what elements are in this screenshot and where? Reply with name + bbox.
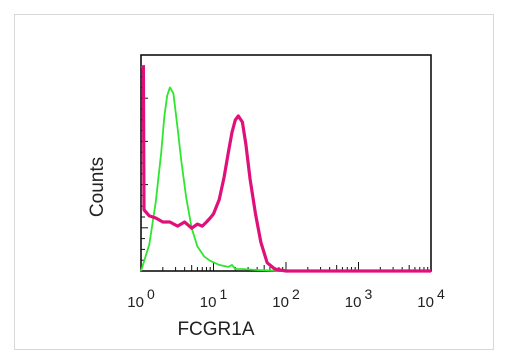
x-axis-label: FCGR1A <box>177 319 254 340</box>
x-tick-label-exponent: 4 <box>437 286 445 302</box>
x-tick-label: 10 4 <box>417 286 445 311</box>
x-tick-label-exponent: 2 <box>292 286 300 302</box>
x-tick-label: 10 0 <box>127 286 155 311</box>
series-group <box>140 65 431 273</box>
ticks-group: 10 0 10 1 10 2 10 3 10 4 <box>127 54 445 311</box>
histogram-chart: 10 0 10 1 10 2 10 3 10 4 FCGR1A Counts <box>87 54 445 340</box>
y-axis-label: Counts <box>87 157 108 217</box>
x-tick-label-exponent: 1 <box>219 286 227 302</box>
x-tick-label-exponent: 0 <box>147 286 155 302</box>
plot-frame <box>140 54 432 272</box>
axes-group <box>140 54 432 272</box>
x-tick-label-base: 10 <box>272 294 289 311</box>
x-tick-label: 10 3 <box>345 286 373 311</box>
x-tick-label: 10 1 <box>200 286 228 311</box>
x-tick-label-base: 10 <box>417 294 434 311</box>
chart-card: 10 0 10 1 10 2 10 3 10 4 FCGR1A Counts <box>14 14 494 350</box>
x-tick-label-base: 10 <box>127 294 144 311</box>
x-tick-label: 10 2 <box>272 286 300 311</box>
series-line-1 <box>140 86 401 272</box>
series-line-2 <box>141 65 431 273</box>
x-tick-label-base: 10 <box>200 294 217 311</box>
x-tick-label-base: 10 <box>345 294 362 311</box>
labels-group: FCGR1A Counts <box>87 157 255 340</box>
x-tick-label-exponent: 3 <box>364 286 372 302</box>
